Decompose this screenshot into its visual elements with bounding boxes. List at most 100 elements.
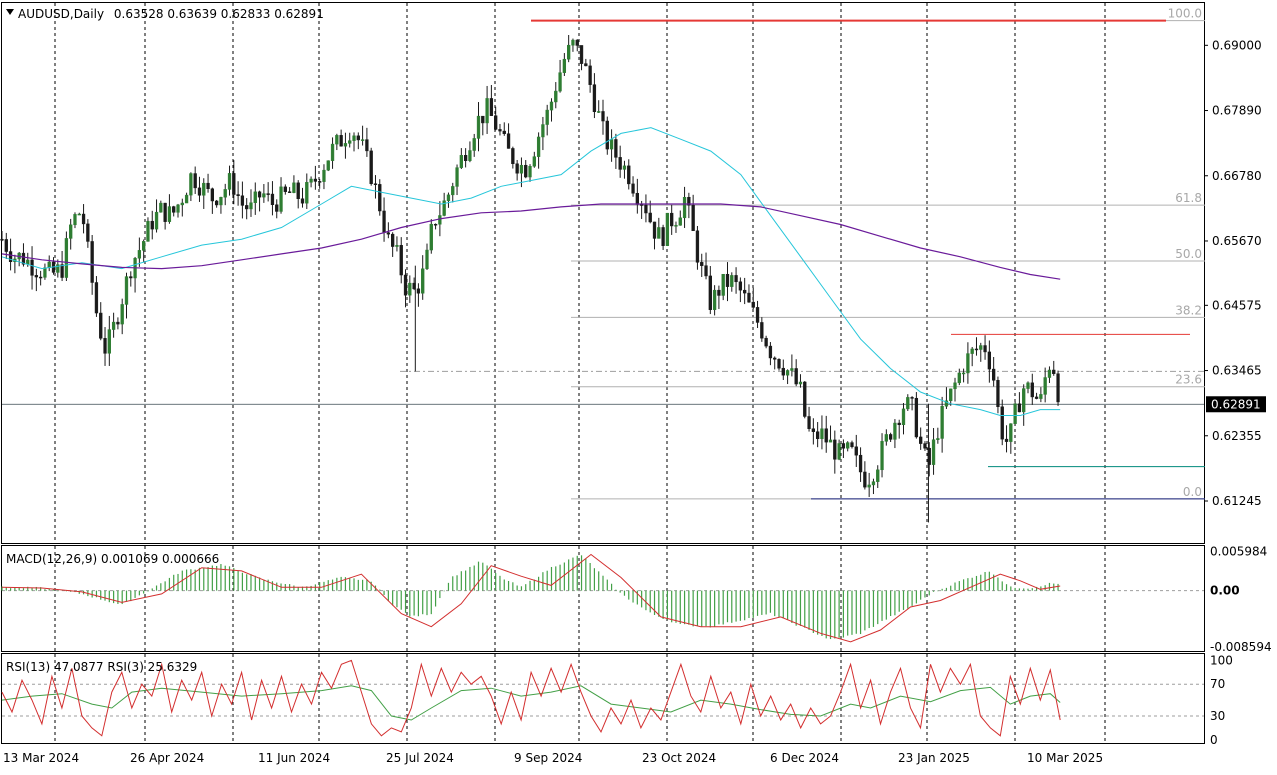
candle-down	[266, 193, 270, 195]
candle-down	[1034, 396, 1039, 399]
candle-down	[150, 220, 154, 230]
candle-up	[944, 400, 949, 407]
rsi3-line	[1, 659, 1061, 737]
candle-up	[936, 438, 940, 440]
x-tick-label: 11 Jun 2024	[258, 751, 330, 765]
candle-down	[592, 84, 597, 113]
candle-down	[433, 223, 438, 226]
candle-down	[923, 443, 927, 449]
candle-up	[846, 442, 850, 449]
y-tick-label: 0.66780	[1212, 169, 1262, 183]
candle-down	[356, 135, 360, 141]
ma-slow-line	[1, 203, 1061, 280]
candle-down	[30, 259, 34, 276]
candle-up	[541, 124, 545, 138]
candle-down	[725, 273, 730, 287]
candle-up	[421, 268, 425, 294]
candle-up	[408, 282, 412, 296]
candle-down	[803, 381, 807, 417]
candle-up	[167, 206, 172, 222]
candle-down	[129, 276, 133, 279]
candle-down	[270, 193, 275, 205]
candle-up	[953, 382, 957, 390]
candle-down	[755, 307, 760, 323]
candle-down	[927, 447, 931, 465]
y-tick-label: 0.67890	[1212, 104, 1262, 118]
rsi13-line	[1, 685, 1061, 721]
candle-up	[249, 202, 253, 210]
fib-level-label: 100.0	[1168, 7, 1202, 21]
candle-down	[1030, 382, 1034, 398]
candle-down	[232, 173, 236, 195]
candle-up	[876, 469, 880, 482]
candle-up	[219, 196, 223, 206]
current-price-label: 0.62891	[1211, 397, 1261, 411]
candle-up	[189, 173, 193, 196]
rsi-tick-label: 30	[1210, 709, 1225, 723]
candle-down	[163, 202, 167, 222]
rsi-tick-label: 100	[1210, 653, 1233, 667]
candle-up	[73, 214, 77, 226]
y-tick-label: 0.62355	[1212, 429, 1262, 443]
rsi-tick-label: 70	[1210, 677, 1225, 691]
candle-up	[1013, 403, 1017, 424]
candle-up	[622, 165, 627, 170]
candle-down	[858, 454, 863, 473]
candle-down	[481, 115, 485, 124]
candle-up	[476, 115, 481, 139]
candle-down	[863, 471, 867, 488]
candle-up	[657, 227, 661, 239]
candle-up	[884, 434, 888, 442]
candle-up	[906, 397, 910, 410]
candle-down	[369, 150, 373, 184]
candle-down	[172, 206, 176, 213]
chart-title: AUDUSD,Daily 0.63528 0.63639 0.62833 0.6…	[18, 7, 324, 21]
candle-down	[648, 212, 652, 223]
candle-down	[652, 221, 657, 239]
candle-up	[305, 182, 309, 204]
candle-up	[279, 186, 283, 212]
candle-up	[730, 275, 734, 287]
ohlc-readout: 0.63528 0.63639 0.62833 0.62891	[114, 7, 324, 21]
candle-up	[871, 481, 876, 486]
candle-down	[691, 204, 695, 232]
candle-down	[661, 227, 665, 246]
candle-up	[1043, 377, 1047, 395]
candle-down	[584, 63, 588, 67]
candle-up	[940, 406, 944, 439]
candle-down	[275, 204, 279, 212]
candle-down	[618, 157, 622, 170]
candle-down	[627, 165, 631, 185]
candle-up	[429, 223, 433, 251]
candle-down	[399, 245, 403, 276]
candle-down	[974, 348, 979, 351]
candle-up	[26, 259, 30, 265]
candle-up	[880, 441, 884, 471]
candle-up	[202, 182, 206, 196]
candle-down	[815, 431, 820, 439]
candle-up	[360, 139, 365, 141]
candle-up	[682, 196, 687, 219]
candle-down	[197, 187, 202, 196]
x-tick-label: 23 Oct 2024	[642, 751, 716, 765]
candle-down	[8, 251, 13, 263]
ma-fast-line	[1, 127, 1061, 416]
candle-up	[223, 189, 227, 198]
candle-down	[1017, 403, 1022, 413]
candle-down	[494, 115, 498, 130]
collapse-triangle-icon[interactable]	[6, 9, 14, 15]
candle-down	[897, 422, 901, 426]
candle-down	[695, 230, 700, 263]
macd-tick-label: -0.008594	[1210, 640, 1272, 654]
candle-up	[184, 194, 189, 204]
candle-up	[69, 224, 73, 239]
candle-up	[343, 143, 348, 147]
candle-down	[283, 186, 287, 192]
candle-up	[828, 439, 833, 443]
candle-down	[807, 416, 811, 429]
candle-up	[124, 276, 129, 305]
candle-down	[90, 241, 94, 283]
candle-up	[558, 72, 562, 92]
candle-down	[575, 39, 579, 46]
